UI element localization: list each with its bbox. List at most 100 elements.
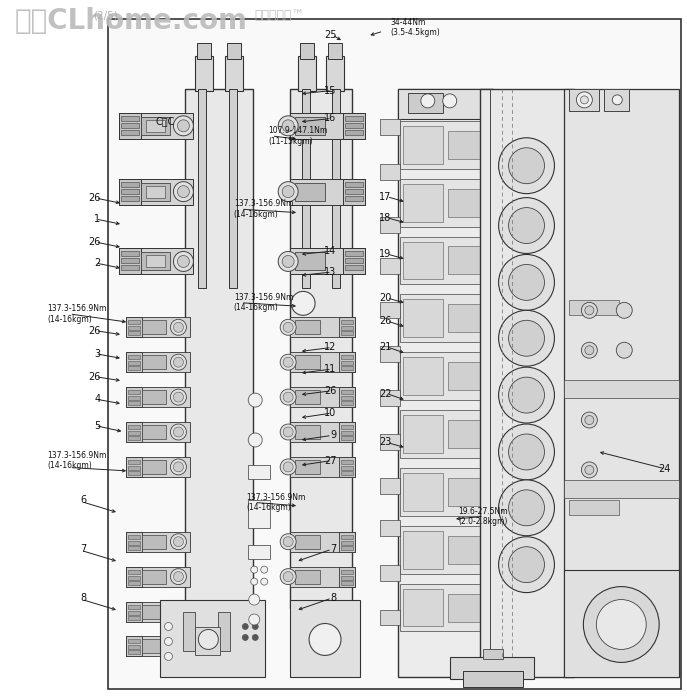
Bar (328, 43, 342, 59)
Circle shape (283, 572, 293, 582)
Circle shape (170, 424, 186, 440)
Bar (448, 131, 483, 159)
Circle shape (280, 389, 296, 405)
Bar (229, 89, 237, 288)
Text: 8: 8 (80, 593, 87, 603)
Circle shape (248, 393, 262, 407)
Bar (403, 415, 442, 453)
Circle shape (173, 462, 183, 472)
Bar (126, 387, 190, 407)
Bar (605, 89, 629, 111)
Circle shape (616, 342, 632, 358)
Bar (380, 610, 400, 626)
Circle shape (248, 433, 262, 447)
Bar (146, 256, 166, 267)
Text: 14: 14 (324, 246, 337, 256)
Circle shape (251, 566, 258, 573)
Text: (2/5): (2/5) (93, 10, 118, 20)
Circle shape (177, 186, 190, 197)
Circle shape (576, 92, 592, 108)
Circle shape (280, 319, 296, 335)
Circle shape (280, 424, 296, 440)
Circle shape (243, 624, 248, 629)
Circle shape (499, 480, 554, 536)
Bar (403, 589, 442, 626)
Bar (380, 390, 400, 406)
Bar (400, 352, 490, 400)
Bar (121, 265, 139, 270)
Bar (400, 410, 490, 458)
Circle shape (173, 606, 183, 617)
Circle shape (499, 537, 554, 593)
Bar (142, 460, 166, 474)
Circle shape (177, 256, 190, 267)
Bar (295, 253, 325, 270)
Bar (126, 352, 190, 372)
Text: 工程机械网™: 工程机械网™ (254, 8, 304, 22)
Bar (126, 567, 190, 587)
Bar (248, 545, 270, 559)
Bar (142, 605, 166, 619)
Bar (126, 457, 190, 477)
Text: 23: 23 (379, 438, 392, 447)
Text: 27: 27 (324, 456, 337, 466)
Bar (290, 422, 355, 442)
Bar (380, 346, 400, 362)
Bar (343, 113, 365, 139)
Bar (570, 89, 599, 111)
Bar (126, 532, 190, 552)
Circle shape (508, 434, 545, 470)
Bar (119, 178, 194, 204)
Circle shape (170, 603, 186, 620)
Bar (339, 317, 355, 337)
Circle shape (508, 265, 545, 300)
Circle shape (173, 537, 183, 547)
Bar (341, 460, 353, 464)
Bar (341, 471, 353, 475)
Circle shape (173, 322, 183, 332)
Bar (345, 116, 363, 121)
Circle shape (581, 96, 588, 104)
Bar (345, 188, 363, 194)
Bar (326, 56, 344, 91)
Circle shape (251, 578, 258, 585)
Circle shape (280, 568, 296, 584)
Bar (121, 116, 139, 121)
Bar (142, 425, 166, 439)
Circle shape (612, 95, 622, 105)
Bar (128, 535, 139, 539)
Bar (295, 321, 320, 335)
Circle shape (291, 291, 315, 315)
Bar (398, 89, 493, 119)
Text: 26: 26 (88, 193, 100, 203)
Bar (128, 396, 139, 400)
Bar (146, 120, 166, 132)
Bar (341, 326, 353, 330)
Bar (565, 480, 679, 498)
Bar (450, 657, 534, 680)
Bar (380, 258, 400, 274)
Text: 10: 10 (324, 408, 337, 418)
Bar (448, 188, 483, 216)
Bar (227, 43, 241, 59)
Bar (290, 600, 360, 678)
Bar (341, 466, 353, 470)
Bar (295, 355, 320, 369)
Bar (570, 300, 619, 315)
Text: 19: 19 (379, 249, 392, 259)
Bar (128, 546, 139, 550)
Text: 鐵甲CLhome.com: 鐵甲CLhome.com (14, 7, 247, 35)
Bar (128, 540, 139, 545)
Text: 137.3-156.9Nm
(14-16kgm): 137.3-156.9Nm (14-16kgm) (47, 304, 107, 323)
Circle shape (261, 566, 268, 573)
Bar (341, 366, 353, 370)
Bar (341, 321, 353, 324)
Circle shape (585, 416, 594, 424)
Circle shape (499, 197, 554, 253)
Bar (341, 546, 353, 550)
Text: 26: 26 (88, 372, 100, 382)
Circle shape (283, 357, 293, 368)
Bar (126, 422, 190, 442)
Bar (339, 457, 355, 477)
Text: 34-44Nm
(3.5-4.5kgm): 34-44Nm (3.5-4.5kgm) (390, 18, 440, 37)
